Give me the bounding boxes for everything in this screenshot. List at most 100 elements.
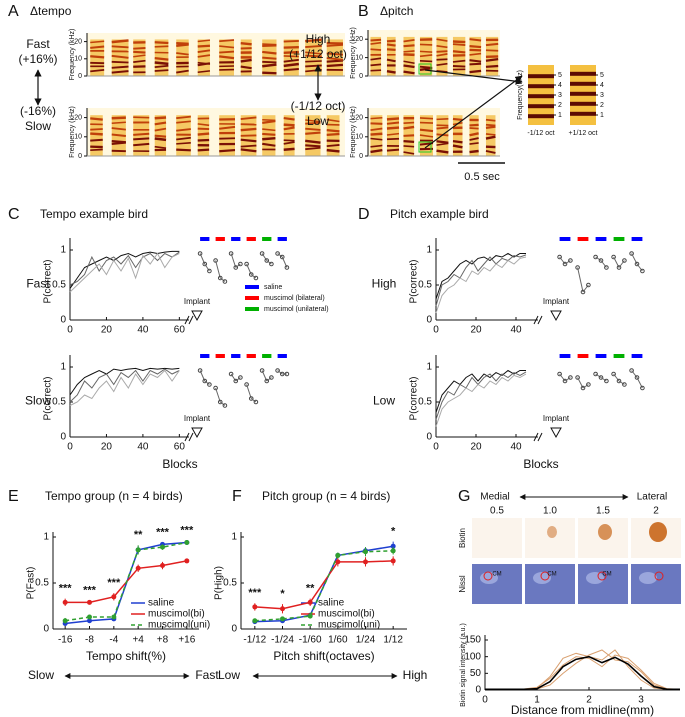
marker [280,616,285,622]
spectrogram-harmonic [386,117,400,121]
x-axis-label: Pitch shift(octaves) [273,649,374,663]
x-tick-label: 40 [137,325,149,336]
spectrogram-harmonic [436,52,448,57]
spectrogram-harmonic [197,61,211,65]
spectrogram-harmonic [386,126,400,130]
panel-label: A [8,3,19,20]
condition-label: (+1/12 oct) [289,47,347,61]
post-point [248,272,254,277]
condition-bar [577,354,589,358]
spectrogram-syllable [370,36,382,76]
marker [335,552,341,558]
spectrogram-syllable [452,115,463,156]
post-point [611,371,616,377]
condition-bar [277,237,287,241]
spectrogram-harmonic [452,140,463,144]
y-tick-label: 1 [60,245,66,256]
post-point [598,258,604,263]
post-point [238,261,243,267]
spectrogram-bg [87,108,345,156]
y-tick-label: 0 [43,624,49,635]
x-tick-label: 0 [67,325,73,336]
post-connector [219,277,226,282]
post-point [562,378,568,384]
condition-bar [595,237,607,241]
post-point [634,261,640,267]
spectrogram-harmonic [305,44,322,48]
series-line [65,541,187,622]
condition-label: High [306,32,331,46]
series-line [485,655,680,691]
marker [184,540,190,546]
post-connector [277,370,283,375]
y-axis-label: Frequency (kHz) [350,27,357,79]
post-point [580,385,586,391]
biotin-signal [598,524,612,540]
x-tick-label: -8 [85,635,94,646]
spectrogram-harmonic [305,64,322,68]
spectrogram-harmonic [197,138,210,142]
y-tick-label: 3 [600,92,604,99]
post-point [264,258,270,263]
spectrogram-harmonic [452,43,466,46]
legend-swatch [245,307,259,311]
spectrogram-harmonic [305,51,322,55]
post-connector [250,274,257,279]
nissl-image [525,564,575,604]
y-tick-label: 20 [355,114,363,121]
spectrogram-harmonic [485,58,499,62]
y-axis-label: P(correct) [43,377,54,421]
spectrogram-harmonic [219,125,236,130]
x-tick-label: 40 [137,442,149,453]
post-point [264,378,270,384]
series-line [69,368,180,403]
region-label: CM [602,572,611,578]
inset-harmonic [528,74,554,79]
x-axis-label: Blocks [162,457,197,471]
arrow-label: Fast [195,668,219,682]
marker [390,558,396,564]
scale-label: 0.5 sec [464,171,500,183]
spectrogram-harmonic [370,48,382,51]
spectrogram-harmonic [485,118,496,122]
post-point [197,368,203,373]
marker [135,565,141,571]
y-axis-label: P(correct) [409,260,420,304]
condition-label: Low [307,114,329,128]
y-tick-label: 0.5 [418,280,432,291]
spectrogram-harmonic [305,144,321,148]
spectrogram-harmonic [469,149,479,154]
spectrogram-harmonic [240,116,257,121]
marker [307,599,313,605]
marker [87,614,92,620]
post-connector [250,398,257,403]
spectrogram-harmonic [452,144,463,149]
post-connector [215,260,221,279]
condition-bar [595,354,607,358]
y-tick-label: 0 [231,624,237,635]
axis-break [184,432,190,442]
inset-harmonic [570,101,596,106]
spectrogram-harmonic [469,48,482,52]
post-connector [215,387,221,403]
spectrogram-syllable [133,39,146,76]
spectrogram-harmonic [90,68,105,73]
spectrogram-harmonic [176,115,191,120]
direction-label: Lateral [637,492,668,503]
series-line [435,254,527,307]
spectrogram-harmonic [262,128,276,132]
axis-break [188,315,194,325]
x-tick-label: +16 [178,635,195,646]
series-line [69,367,180,396]
spectrogram-harmonic [452,117,463,122]
y-tick-label: 1 [558,112,562,119]
condition-bar [246,237,256,241]
panel-title: Tempo group (n = 4 birds) [45,489,183,503]
post-point [233,378,239,384]
spectrogram-harmonic [133,47,146,50]
spectrogram-harmonic [240,127,257,132]
spectrogram-harmonic [403,145,415,148]
spectrogram-harmonic [305,121,321,125]
condition-label: (+16%) [18,52,57,66]
x-tick-label: 0 [67,442,73,453]
